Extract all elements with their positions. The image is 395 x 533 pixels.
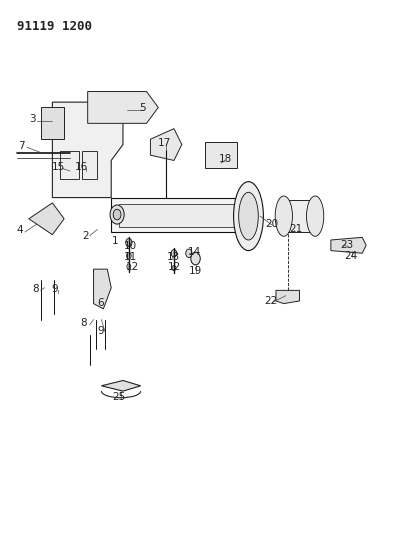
Circle shape <box>110 205 124 224</box>
Text: 24: 24 <box>344 251 358 261</box>
Text: 23: 23 <box>341 240 354 251</box>
Text: 4: 4 <box>17 225 24 236</box>
Polygon shape <box>102 381 141 391</box>
Text: 20: 20 <box>265 219 278 229</box>
Text: 14: 14 <box>188 247 201 257</box>
Text: 8: 8 <box>33 284 39 294</box>
Text: 7: 7 <box>19 141 25 151</box>
Text: 19: 19 <box>189 266 203 276</box>
Circle shape <box>127 264 131 269</box>
Text: 13: 13 <box>167 252 180 262</box>
Bar <box>60 151 79 179</box>
Text: 16: 16 <box>75 162 88 172</box>
Polygon shape <box>205 142 237 168</box>
Polygon shape <box>29 203 64 235</box>
Text: 25: 25 <box>113 392 126 402</box>
Circle shape <box>113 209 121 220</box>
Text: 17: 17 <box>158 138 171 148</box>
Text: 10: 10 <box>124 241 137 252</box>
Text: 18: 18 <box>219 154 232 164</box>
Text: 91119 1200: 91119 1200 <box>17 20 92 33</box>
Text: 21: 21 <box>289 224 302 235</box>
Polygon shape <box>150 128 182 160</box>
Bar <box>119 205 248 227</box>
Ellipse shape <box>239 192 258 240</box>
Bar <box>82 151 98 179</box>
Polygon shape <box>94 269 111 309</box>
Ellipse shape <box>275 196 292 236</box>
Polygon shape <box>284 200 315 232</box>
Text: 11: 11 <box>124 252 137 262</box>
Circle shape <box>186 249 192 257</box>
Circle shape <box>126 238 132 247</box>
Text: 1: 1 <box>112 236 118 246</box>
Text: 9: 9 <box>51 284 58 294</box>
Text: 3: 3 <box>30 114 36 124</box>
Circle shape <box>126 253 131 259</box>
Polygon shape <box>41 108 64 139</box>
Ellipse shape <box>233 182 263 251</box>
Text: 12: 12 <box>168 262 181 271</box>
Polygon shape <box>331 237 366 253</box>
Circle shape <box>172 265 176 271</box>
Ellipse shape <box>307 196 324 236</box>
Circle shape <box>191 252 200 265</box>
Text: 12: 12 <box>125 262 139 271</box>
Text: 15: 15 <box>52 162 65 172</box>
Text: 5: 5 <box>139 103 146 114</box>
Bar <box>111 198 260 232</box>
Polygon shape <box>276 290 299 304</box>
Text: 8: 8 <box>81 318 87 328</box>
Text: 2: 2 <box>83 231 89 241</box>
Text: 6: 6 <box>97 297 103 308</box>
Polygon shape <box>53 102 123 198</box>
Circle shape <box>171 249 177 257</box>
Text: 9: 9 <box>97 326 103 336</box>
Polygon shape <box>88 92 158 123</box>
Text: 22: 22 <box>265 296 278 306</box>
